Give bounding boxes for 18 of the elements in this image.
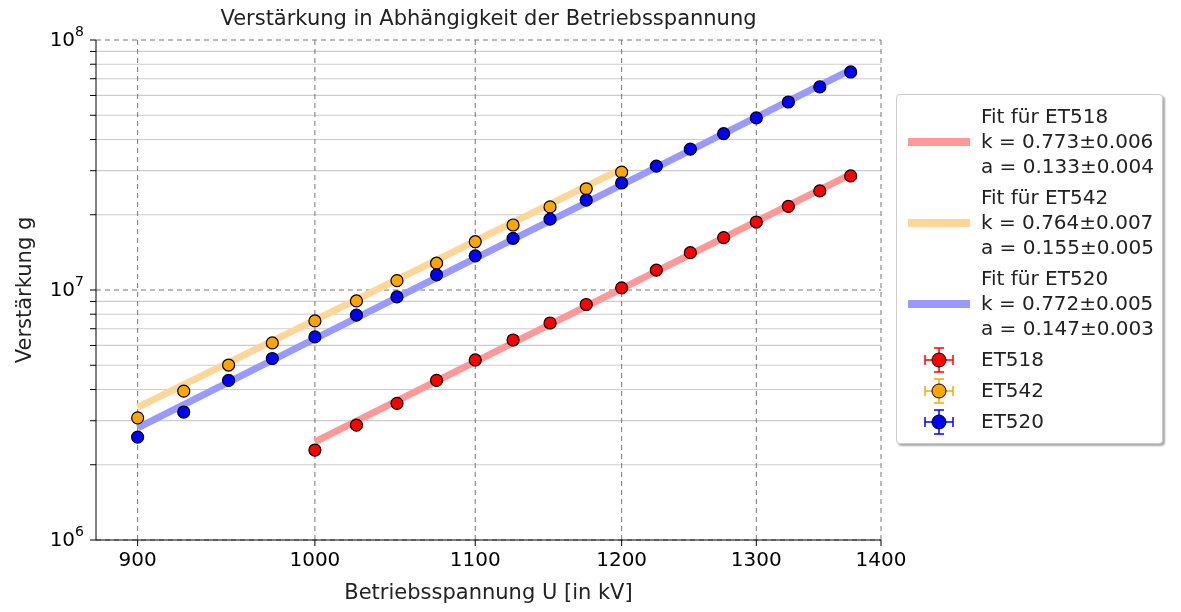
x-tick-label: 1300 (730, 547, 782, 571)
chart-title: Verstärkung in Abhängigkeit der Betriebsspannung (219, 6, 758, 30)
legend-label: Fit für ET542 k = 0.764±0.007 a = 0.155±0.005 (981, 184, 1154, 261)
y-tick-label: 10$^{7}$ (49, 273, 84, 301)
x-tick-label: 1100 (449, 547, 501, 571)
x-tick-label: 1000 (289, 547, 341, 571)
x-tick-label: 1200 (596, 547, 648, 571)
y-tick-label: 10$^{6}$ (49, 523, 85, 551)
legend-label: ET518 (981, 346, 1045, 373)
y-axis-title: Verstärkung g (12, 216, 36, 364)
legend-label: Fit für ET518 k = 0.773±0.006 a = 0.133±0.004 (981, 103, 1154, 180)
x-axis-title: Betriebsspannung U [in kV] (343, 580, 634, 604)
x-tick-label: 1400 (855, 547, 907, 571)
x-tick-label: 900 (118, 547, 157, 571)
legend-label: ET520 (981, 408, 1045, 435)
legend-label: ET542 (981, 377, 1045, 404)
legend-label: Fit für ET520 k = 0.772±0.005 a = 0.147±0.003 (981, 265, 1154, 342)
y-tick-label: 10$^{8}$ (49, 23, 84, 51)
